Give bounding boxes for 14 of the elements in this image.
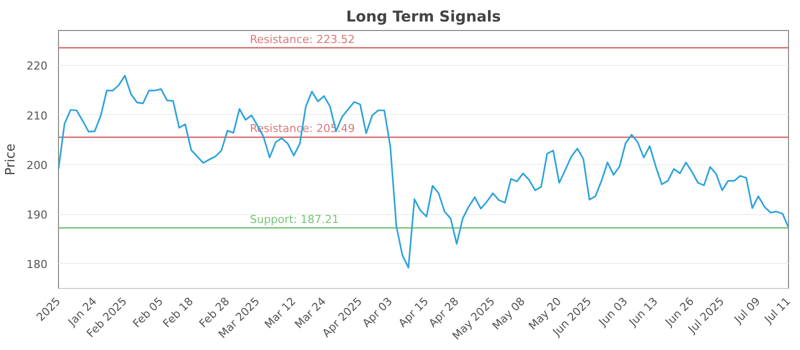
y-tick-label: 200 [26,158,48,172]
y-axis-title: Price [4,144,19,176]
ref-line-label: Support: 187.21 [250,212,340,226]
x-tick-label: Jul 09 [731,294,763,327]
chart-title: Long Term Signals [346,8,501,26]
y-tick-label: 180 [26,258,48,272]
x-tick-label: Apr 03 [360,294,395,330]
y-tick-label: 190 [26,208,48,222]
line-series [58,74,788,268]
y-tick-label: 210 [26,109,48,122]
ref-line-label: Resistance: 223.52 [250,32,355,46]
y-tick-label: 220 [26,60,48,73]
x-tick-label: Jul 11 [761,294,794,327]
x-tick-label: Apr 15 [396,294,432,330]
